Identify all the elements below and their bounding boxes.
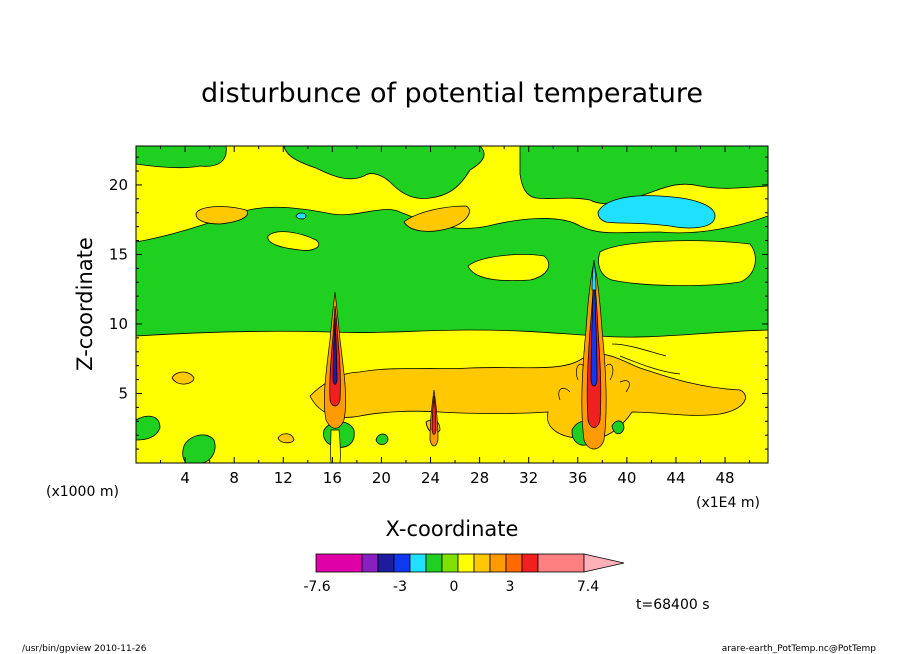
colorbar-tick-label: -7.6 [303, 579, 330, 595]
x-tick-label: 20 [372, 469, 391, 487]
y-tick-label: 5 [118, 384, 128, 402]
y-scale-note: (x1000 m) [46, 484, 119, 500]
x-tick-label: 44 [666, 469, 685, 487]
colorbar [315, 553, 625, 573]
colorbar-tick-label: 0 [450, 579, 459, 595]
colorbar-segment [441, 553, 459, 573]
plume-x16 [324, 291, 346, 463]
colorbar-segment [505, 553, 523, 573]
x-axis-label: X-coordinate [386, 517, 519, 541]
x-tick-label: 24 [421, 469, 440, 487]
x-tick-label: 40 [617, 469, 636, 487]
region-upper-green-mid [283, 146, 485, 199]
plume-x16-core [332, 317, 338, 385]
region-cyan [597, 195, 716, 229]
colorbar-ticks: -7.6 -3 0 3 7.4 [303, 579, 599, 595]
region-upper-orange-1 [195, 206, 248, 225]
x-tick-label: 36 [568, 469, 587, 487]
colorbar-tick-label: 3 [506, 579, 515, 595]
footer-left: /usr/bin/gpview 2010-11-26 [22, 644, 147, 654]
colorbar-segment [377, 553, 395, 573]
plume-x24-core [431, 395, 437, 435]
region-green-bottom-6 [611, 420, 625, 435]
chart-title: disturbunce of potential temperature [201, 78, 703, 109]
region-orange-small-2 [277, 433, 295, 444]
region-lower-orange [309, 353, 746, 439]
y-tick-label: 10 [109, 315, 128, 333]
x-tick-label: 32 [519, 469, 538, 487]
plume-x37 [558, 259, 630, 450]
y-axis: 5 10 15 20 [109, 156, 768, 450]
x-scale-note: (x1E4 m) [696, 495, 760, 511]
region-mid-yellow-right [598, 240, 756, 287]
x-tick-label: 48 [716, 469, 735, 487]
colorbar-segment [537, 553, 585, 573]
colorbar-tick-label: -3 [393, 579, 407, 595]
time-label: t=68400 s [636, 597, 710, 613]
x-tick-label: 16 [323, 469, 342, 487]
region-green-bottom-4 [375, 433, 389, 445]
colorbar-segment [489, 553, 507, 573]
plume-x37-line-2 [558, 380, 630, 401]
region-mid-yellow-left [267, 231, 320, 251]
plot-frame [135, 145, 769, 464]
colorbar-segment [361, 553, 379, 573]
region-mid-yellow-mid [467, 254, 550, 282]
colorbar-segment [425, 553, 443, 573]
colorbar-segment [521, 553, 539, 573]
colorbar-segment [457, 553, 475, 573]
y-tick-label: 20 [109, 176, 128, 194]
colorbar-arrow [583, 553, 625, 573]
contour-line-right [611, 343, 681, 375]
region-green-bottom-1 [136, 415, 161, 441]
plume-x37-line-1 [576, 363, 614, 381]
colorbar-segment [473, 553, 491, 573]
region-green-bottom-2 [182, 434, 216, 463]
colorbar-tick-label: 7.4 [577, 579, 599, 595]
colorbar-segment [315, 553, 363, 573]
plume-x16-stem [330, 429, 341, 463]
x-tick-label: 28 [470, 469, 489, 487]
x-tick-label: 8 [229, 469, 239, 487]
colorbar-segment [393, 553, 411, 573]
x-tick-label: 12 [274, 469, 293, 487]
plume-x37-top [591, 259, 597, 291]
region-orange-small-1 [171, 371, 195, 385]
region-upper-orange-2 [403, 205, 470, 232]
contour-field [136, 146, 768, 463]
region-cyan-small [295, 212, 307, 220]
footer-right: arare-earth_PotTemp.nc@PotTemp [722, 644, 877, 654]
colorbar-segment [409, 553, 427, 573]
y-tick-label: 15 [109, 245, 128, 263]
x-tick-label: 4 [180, 469, 190, 487]
plume-x24 [429, 389, 439, 447]
x-axis: 4 8 12 16 20 24 28 32 36 40 44 48 [160, 146, 751, 487]
region-upper-green-left [136, 146, 227, 169]
y-axis-label: Z-coordinate [73, 237, 97, 371]
plume-x37-core [590, 269, 598, 387]
